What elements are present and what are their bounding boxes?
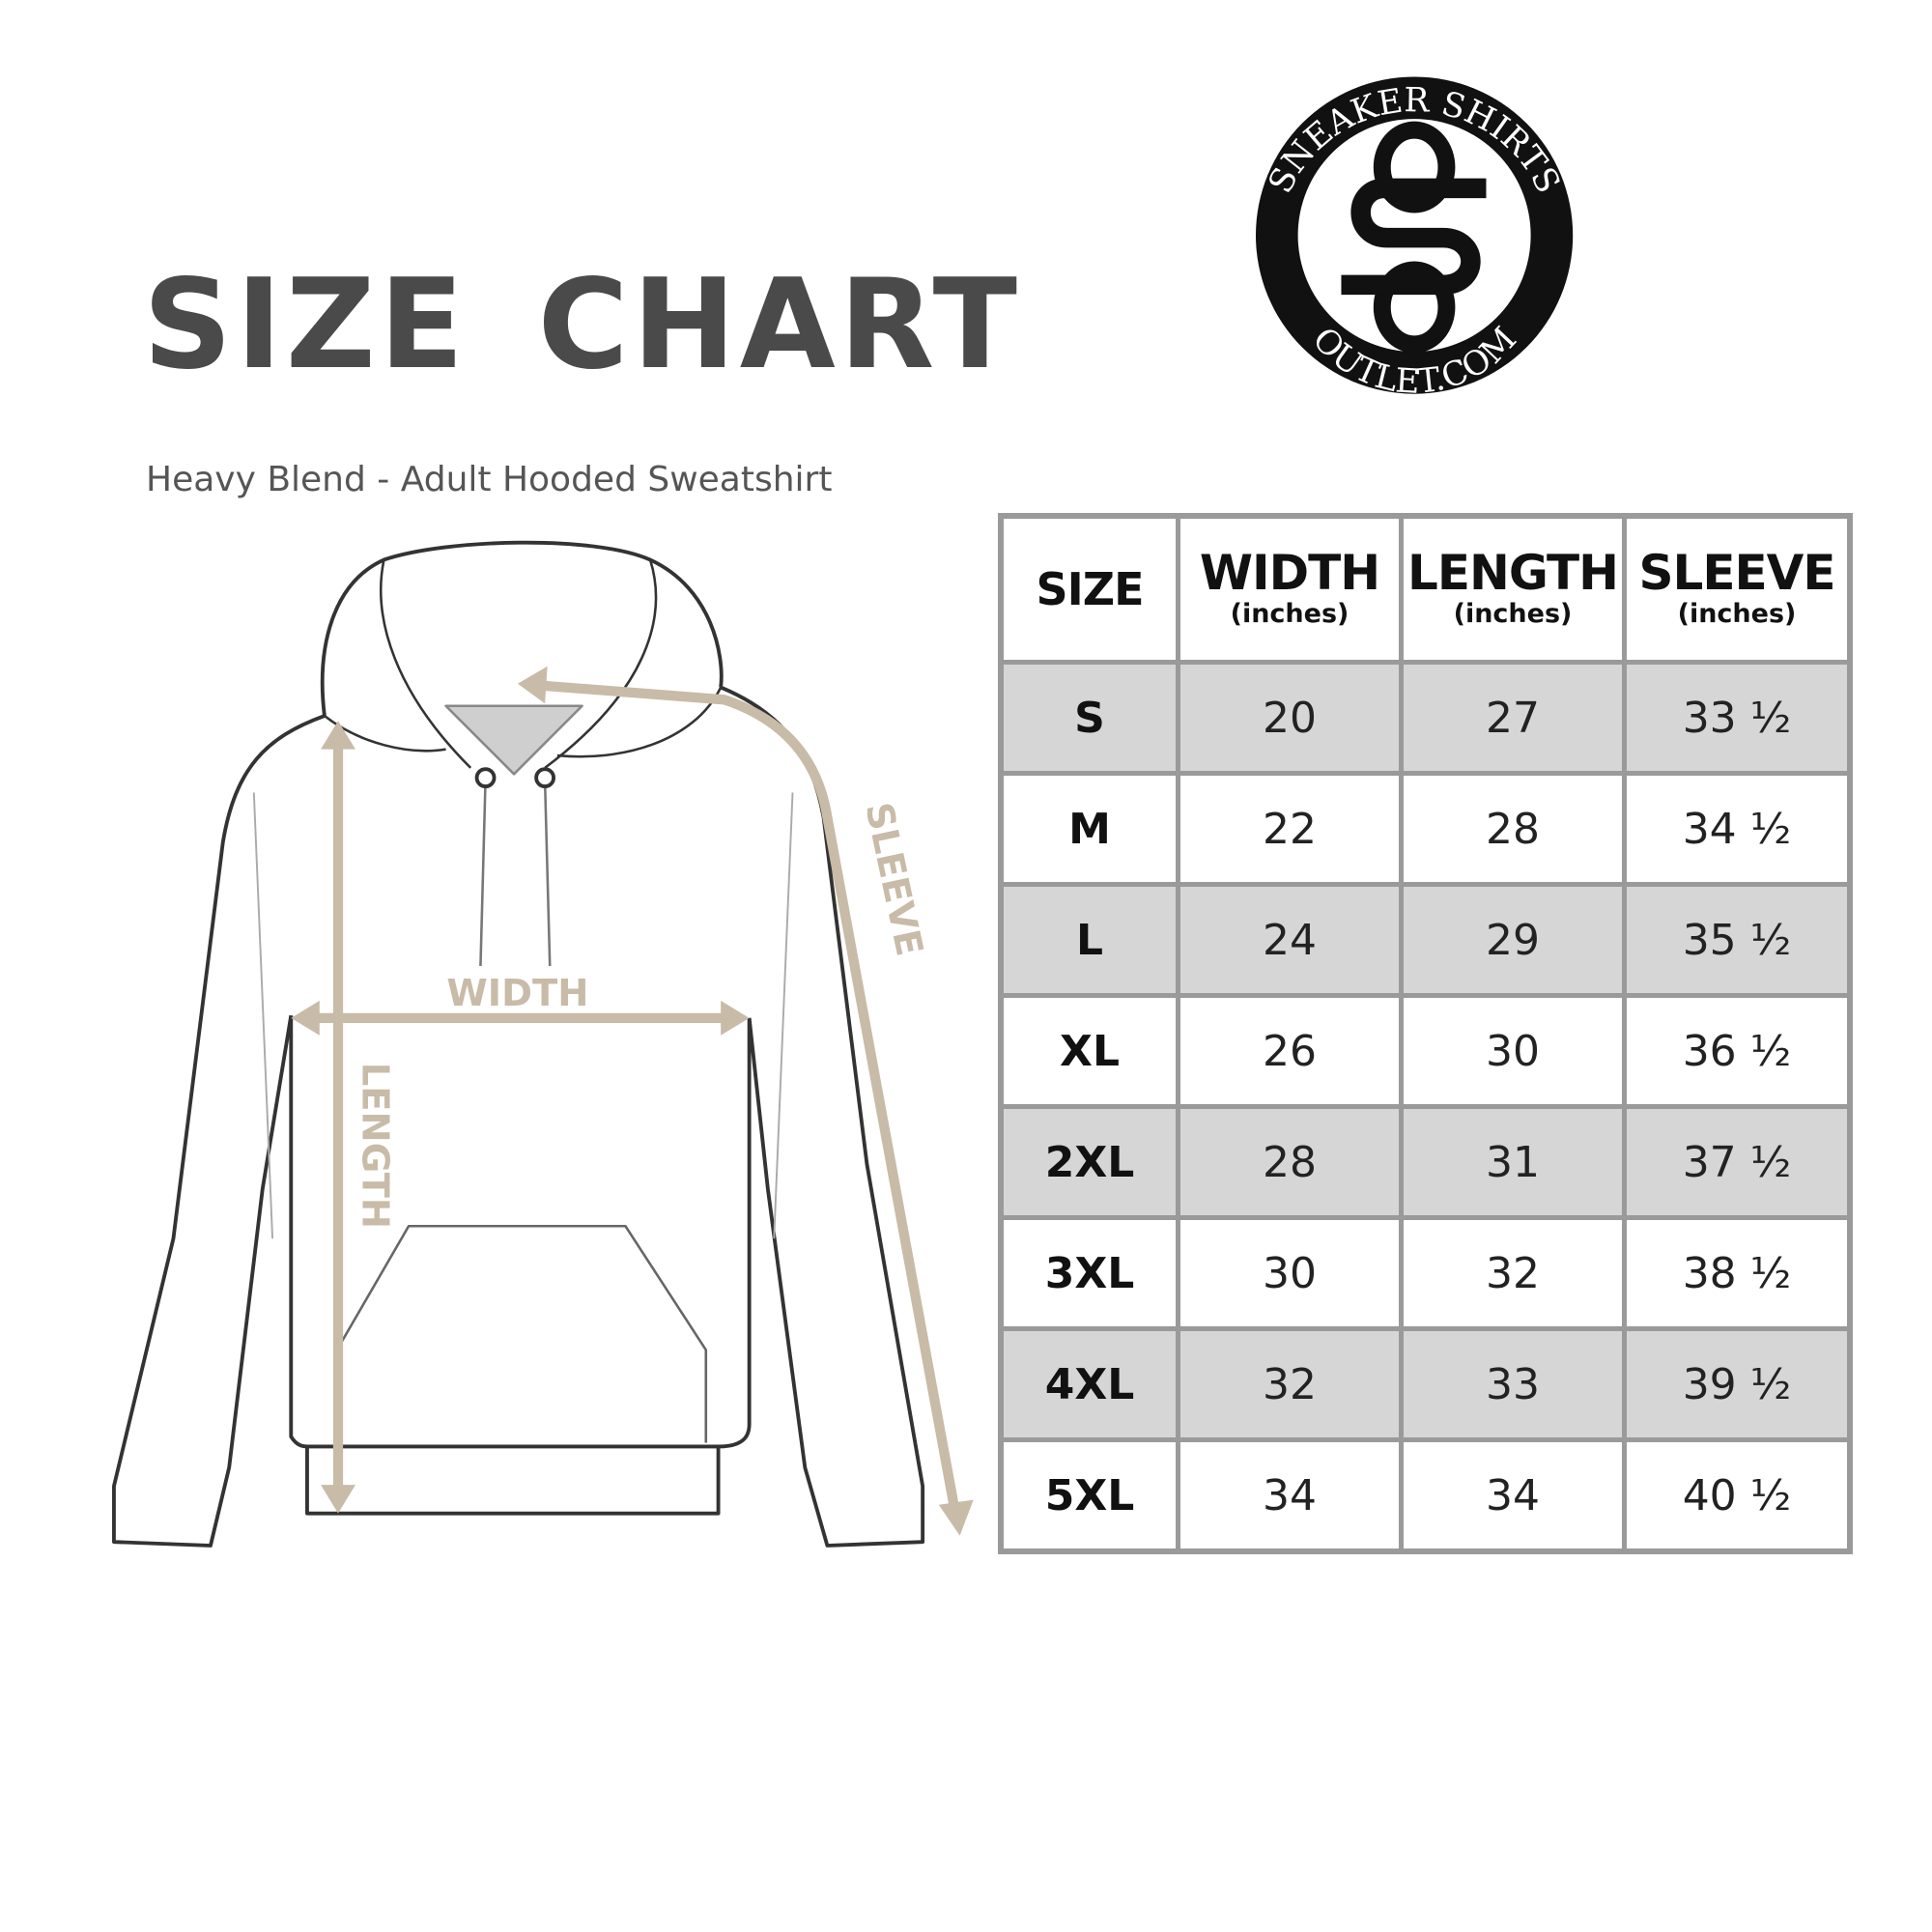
width-cell: 24 — [1176, 882, 1404, 998]
table-row: M 22 28 34 ½ — [998, 771, 1853, 887]
sleeve-cell: 37 ½ — [1622, 1104, 1853, 1220]
length-cell: 30 — [1399, 993, 1627, 1109]
length-cell: 31 — [1399, 1104, 1627, 1220]
width-label: WIDTH — [446, 972, 588, 1015]
sleeve-cell: 33 ½ — [1622, 660, 1853, 776]
width-cell: 26 — [1176, 993, 1404, 1109]
table-row: 5XL 34 34 40 ½ — [998, 1437, 1853, 1554]
page-title: SIZE CHART — [143, 253, 1021, 397]
arrowheads — [291, 666, 974, 1536]
table-row: XL 26 30 36 ½ — [998, 993, 1853, 1109]
sleeve-cell: 39 ½ — [1622, 1326, 1853, 1442]
sleeve-cell: 38 ½ — [1622, 1215, 1853, 1331]
width-cell: 30 — [1176, 1215, 1404, 1331]
width-cell: 20 — [1176, 660, 1404, 776]
table-row: 3XL 30 32 38 ½ — [998, 1215, 1853, 1331]
table-row: 2XL 28 31 37 ½ — [998, 1104, 1853, 1220]
width-cell: 22 — [1176, 771, 1404, 887]
table-header-row: SIZE WIDTH (inches) LENGTH (inches) SLEEVE… — [998, 513, 1853, 665]
logo-monogram-icon — [1341, 121, 1487, 354]
header-length: LENGTH (inches) — [1399, 513, 1627, 665]
table-row: 4XL 32 33 39 ½ — [998, 1326, 1853, 1442]
sleeve-cell: 34 ½ — [1622, 771, 1853, 887]
size-cell: 5XL — [998, 1437, 1180, 1554]
width-cell: 34 — [1176, 1437, 1404, 1554]
size-cell: 4XL — [998, 1326, 1180, 1442]
width-cell: 32 — [1176, 1326, 1404, 1442]
measurement-arrows — [298, 679, 961, 1522]
size-cell: 2XL — [998, 1104, 1180, 1220]
sleeve-cell: 35 ½ — [1622, 882, 1853, 998]
size-cell: L — [998, 882, 1180, 998]
length-label: LENGTH — [354, 1063, 397, 1229]
sleeve-label: SLEEVE — [856, 799, 930, 960]
table-row: L 24 29 35 ½ — [998, 882, 1853, 998]
brand-logo: SNEAKER SHIRTS OUTLET.COM — [1256, 76, 1574, 402]
length-cell: 28 — [1399, 771, 1627, 887]
size-cell: XL — [998, 993, 1180, 1109]
size-cell: 3XL — [998, 1215, 1180, 1331]
length-cell: 29 — [1399, 882, 1627, 998]
size-table: SIZE WIDTH (inches) LENGTH (inches) SLEEVE… — [998, 513, 1853, 1554]
table-row: S 20 27 33 ½ — [998, 660, 1853, 776]
hoodie-outline — [112, 540, 925, 1548]
header-size: SIZE — [998, 513, 1180, 665]
length-cell: 33 — [1399, 1326, 1627, 1442]
size-cell: M — [998, 771, 1180, 887]
length-cell: 27 — [1399, 660, 1627, 776]
header-sleeve: SLEEVE (inches) — [1622, 513, 1853, 665]
length-cell: 32 — [1399, 1215, 1627, 1331]
width-cell: 28 — [1176, 1104, 1404, 1220]
length-cell: 34 — [1399, 1437, 1627, 1554]
size-cell: S — [998, 660, 1180, 776]
header-width: WIDTH (inches) — [1176, 513, 1404, 665]
sleeve-cell: 40 ½ — [1622, 1437, 1853, 1554]
sleeve-cell: 36 ½ — [1622, 993, 1853, 1109]
product-subtitle: Heavy Blend - Adult Hooded Sweatshirt — [146, 460, 833, 499]
sleeve-arrow — [527, 679, 961, 1522]
